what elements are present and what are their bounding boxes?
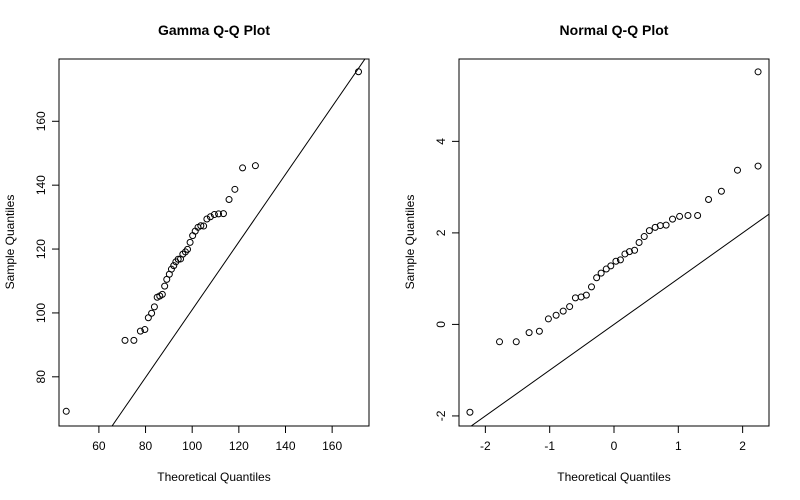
normal-chart-title: Normal Q-Q Plot xyxy=(560,22,669,38)
normal-data-point xyxy=(602,265,610,273)
normal-data-point xyxy=(587,283,595,291)
gamma-data-point xyxy=(186,238,194,246)
normal-data-point xyxy=(640,233,648,241)
normal-data-point xyxy=(625,248,633,256)
normal-data-point xyxy=(566,303,574,311)
gamma-data-point xyxy=(150,303,158,311)
normal-qq-panel: Normal Q-Q Plot Theoretical Quantiles Sa… xyxy=(403,22,770,484)
gamma-data-point xyxy=(121,336,129,344)
gamma-data-point xyxy=(251,162,259,170)
gamma-data-point xyxy=(130,336,138,344)
normal-y-axis-label: Sample Quantiles xyxy=(403,195,417,290)
normal-data-point xyxy=(466,408,474,416)
gamma-y-tick-label: 120 xyxy=(34,239,48,259)
gamma-data-point xyxy=(197,222,205,230)
gamma-x-tick-label: 60 xyxy=(92,439,106,453)
gamma-data-point xyxy=(174,255,182,263)
normal-x-tick-label: -2 xyxy=(480,439,491,453)
gamma-data-point xyxy=(200,222,208,230)
normal-data-point xyxy=(612,257,620,265)
normal-data-point xyxy=(676,212,684,220)
normal-x-tick-label: -1 xyxy=(544,439,555,453)
gamma-y-tick-label: 80 xyxy=(34,370,48,384)
gamma-data-point xyxy=(210,211,218,219)
normal-plot-frame xyxy=(458,58,770,427)
gamma-plot-frame xyxy=(58,58,370,427)
gamma-data-point xyxy=(355,68,363,76)
gamma-qq-panel: Gamma Q-Q Plot Theoretical Quantiles Sam… xyxy=(3,22,370,484)
gamma-y-tick-label: 100 xyxy=(34,303,48,323)
normal-x-axis-label: Theoretical Quantiles xyxy=(557,470,670,484)
normal-data-point xyxy=(607,262,615,270)
normal-data-point xyxy=(552,311,560,319)
gamma-x-tick-label: 80 xyxy=(139,439,153,453)
normal-x-tick-label: 0 xyxy=(611,439,618,453)
normal-y-tick-label: 0 xyxy=(434,321,448,328)
normal-reference-line xyxy=(470,213,769,426)
gamma-data-point xyxy=(219,210,227,218)
gamma-y-tick-label: 140 xyxy=(34,175,48,195)
normal-data-point xyxy=(593,274,601,282)
gamma-x-tick-label: 120 xyxy=(229,439,249,453)
normal-data-point xyxy=(525,329,533,337)
normal-data-point xyxy=(496,338,504,346)
normal-data-point xyxy=(705,195,713,203)
normal-data-point xyxy=(645,227,653,235)
normal-x-tick-label: 1 xyxy=(675,439,682,453)
gamma-data-point xyxy=(170,262,178,270)
gamma-data-point xyxy=(203,215,211,223)
gamma-chart-title: Gamma Q-Q Plot xyxy=(158,22,270,38)
gamma-data-point xyxy=(136,327,144,335)
gamma-data-point xyxy=(206,213,214,221)
normal-data-point xyxy=(582,291,590,299)
normal-y-tick-label: -2 xyxy=(434,410,448,421)
normal-plot-marks: -2 -1 0 1 2 -2 0 2 4 xyxy=(434,68,769,453)
normal-data-point xyxy=(669,215,677,223)
normal-data-point xyxy=(571,294,579,302)
gamma-data-point xyxy=(184,245,192,253)
normal-data-point xyxy=(597,269,605,277)
normal-data-point xyxy=(635,239,643,246)
gamma-plot-marks: 60 80 100 120 140 160 80 100 120 140 160 xyxy=(34,59,366,453)
gamma-x-tick-label: 160 xyxy=(322,439,342,453)
normal-data-point xyxy=(754,68,762,76)
gamma-reference-line xyxy=(111,59,366,426)
gamma-data-point xyxy=(215,210,223,218)
normal-data-point xyxy=(684,212,692,220)
normal-data-point xyxy=(733,166,741,174)
gamma-data-point xyxy=(239,164,247,172)
normal-y-tick-label: 4 xyxy=(434,138,448,145)
normal-data-point xyxy=(559,307,567,315)
gamma-data-point xyxy=(62,407,70,415)
normal-data-point xyxy=(717,187,725,195)
normal-data-point xyxy=(616,256,624,264)
normal-data-point xyxy=(662,221,670,229)
gamma-y-axis-label: Sample Quantiles xyxy=(3,195,17,290)
normal-data-point xyxy=(544,315,552,323)
normal-data-point xyxy=(694,212,702,220)
normal-data-point xyxy=(535,327,543,335)
gamma-data-point xyxy=(167,265,175,273)
normal-y-tick-label: 2 xyxy=(434,229,448,236)
gamma-x-axis-label: Theoretical Quantiles xyxy=(157,470,270,484)
gamma-data-point xyxy=(161,282,169,290)
normal-data-point xyxy=(656,222,664,230)
gamma-data-point xyxy=(231,185,239,193)
gamma-x-tick-label: 140 xyxy=(275,439,295,453)
gamma-data-point xyxy=(144,314,152,322)
gamma-y-tick-label: 160 xyxy=(34,111,48,131)
normal-x-tick-label: 2 xyxy=(739,439,746,453)
normal-data-point xyxy=(754,162,762,170)
gamma-data-point xyxy=(225,196,233,204)
gamma-x-tick-label: 100 xyxy=(182,439,202,453)
gamma-data-point xyxy=(158,290,166,298)
gamma-data-point xyxy=(148,309,156,317)
normal-data-point xyxy=(631,246,639,254)
gamma-data-point xyxy=(141,326,149,334)
normal-data-point xyxy=(512,338,520,346)
